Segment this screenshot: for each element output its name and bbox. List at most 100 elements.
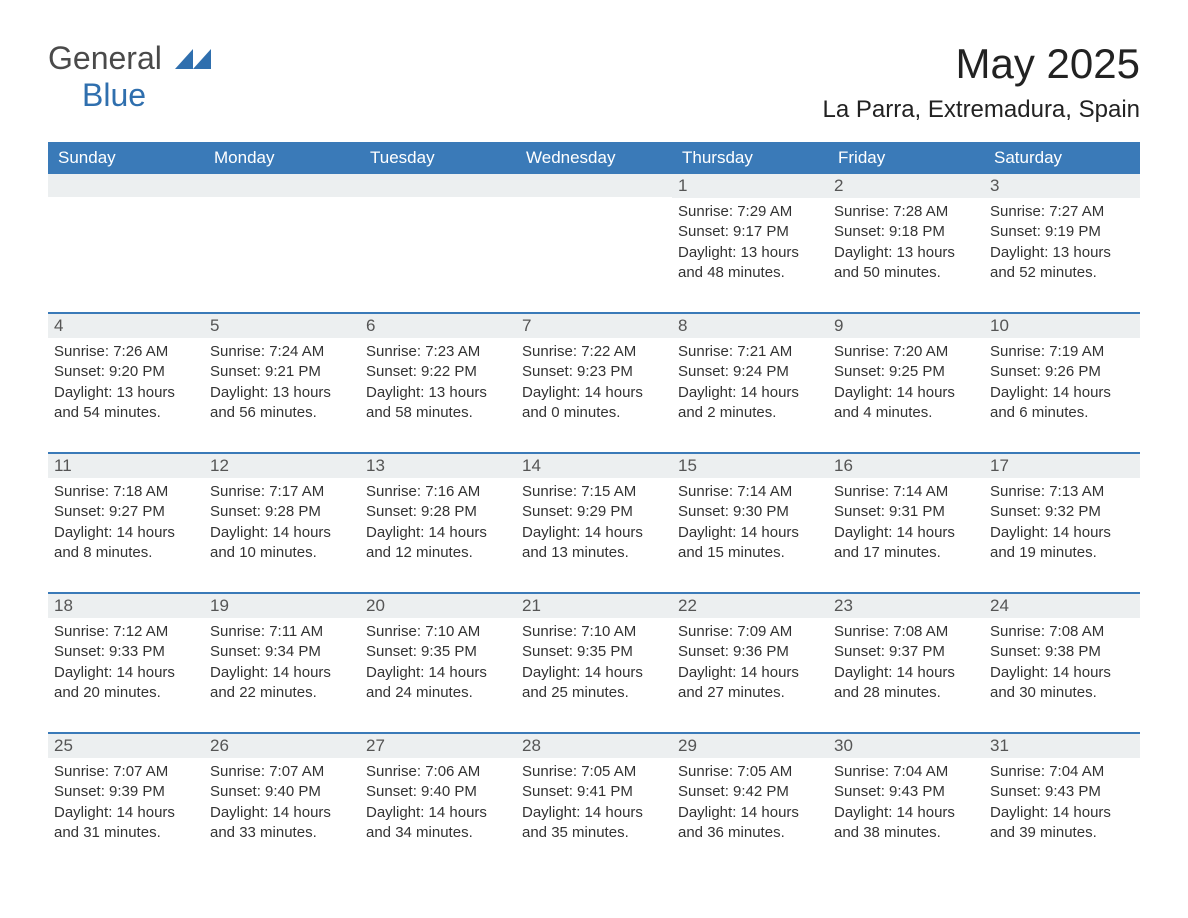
day-number: [48, 174, 204, 197]
daylight-text-2: and 10 minutes.: [210, 543, 354, 563]
daylight-text-2: and 34 minutes.: [366, 823, 510, 843]
sunset-text: Sunset: 9:37 PM: [834, 642, 978, 662]
daylight-text: Daylight: 13 hours: [210, 383, 354, 403]
sunrise-text: Sunrise: 7:18 AM: [54, 482, 198, 502]
daylight-text-2: and 33 minutes.: [210, 823, 354, 843]
daylight-text: Daylight: 14 hours: [522, 803, 666, 823]
calendar-cell: 30Sunrise: 7:04 AMSunset: 9:43 PMDayligh…: [828, 734, 984, 854]
weekday-header: Sunday: [48, 142, 204, 174]
sunrise-text: Sunrise: 7:07 AM: [210, 762, 354, 782]
daylight-text: Daylight: 14 hours: [210, 523, 354, 543]
daylight-text: Daylight: 14 hours: [834, 383, 978, 403]
daylight-text-2: and 12 minutes.: [366, 543, 510, 563]
day-number: 29: [672, 734, 828, 758]
daylight-text: Daylight: 13 hours: [834, 243, 978, 263]
daylight-text-2: and 38 minutes.: [834, 823, 978, 843]
daylight-text: Daylight: 14 hours: [990, 663, 1134, 683]
calendar-cell: 3Sunrise: 7:27 AMSunset: 9:19 PMDaylight…: [984, 174, 1140, 294]
sunrise-text: Sunrise: 7:08 AM: [834, 622, 978, 642]
sunrise-text: Sunrise: 7:14 AM: [834, 482, 978, 502]
daylight-text: Daylight: 14 hours: [366, 523, 510, 543]
sunset-text: Sunset: 9:33 PM: [54, 642, 198, 662]
daylight-text-2: and 13 minutes.: [522, 543, 666, 563]
sunset-text: Sunset: 9:40 PM: [366, 782, 510, 802]
day-number: 21: [516, 594, 672, 618]
daylight-text: Daylight: 14 hours: [54, 663, 198, 683]
calendar-cell: [48, 174, 204, 294]
calendar-cell: [516, 174, 672, 294]
sunrise-text: Sunrise: 7:20 AM: [834, 342, 978, 362]
sunset-text: Sunset: 9:23 PM: [522, 362, 666, 382]
sunrise-text: Sunrise: 7:24 AM: [210, 342, 354, 362]
daylight-text: Daylight: 13 hours: [990, 243, 1134, 263]
day-number: 4: [48, 314, 204, 338]
daylight-text-2: and 58 minutes.: [366, 403, 510, 423]
day-number: 16: [828, 454, 984, 478]
day-number: 23: [828, 594, 984, 618]
sunset-text: Sunset: 9:42 PM: [678, 782, 822, 802]
calendar-cell: 27Sunrise: 7:06 AMSunset: 9:40 PMDayligh…: [360, 734, 516, 854]
calendar-cell: 15Sunrise: 7:14 AMSunset: 9:30 PMDayligh…: [672, 454, 828, 574]
daylight-text: Daylight: 14 hours: [522, 663, 666, 683]
calendar-cell: 10Sunrise: 7:19 AMSunset: 9:26 PMDayligh…: [984, 314, 1140, 434]
calendar-cell: 20Sunrise: 7:10 AMSunset: 9:35 PMDayligh…: [360, 594, 516, 714]
daylight-text-2: and 54 minutes.: [54, 403, 198, 423]
day-number: 5: [204, 314, 360, 338]
daylight-text-2: and 6 minutes.: [990, 403, 1134, 423]
sunrise-text: Sunrise: 7:23 AM: [366, 342, 510, 362]
day-number: 10: [984, 314, 1140, 338]
daylight-text: Daylight: 14 hours: [834, 803, 978, 823]
sunrise-text: Sunrise: 7:15 AM: [522, 482, 666, 502]
daylight-text-2: and 8 minutes.: [54, 543, 198, 563]
daylight-text-2: and 36 minutes.: [678, 823, 822, 843]
day-number: 9: [828, 314, 984, 338]
day-number: 19: [204, 594, 360, 618]
daylight-text-2: and 17 minutes.: [834, 543, 978, 563]
calendar-cell: 24Sunrise: 7:08 AMSunset: 9:38 PMDayligh…: [984, 594, 1140, 714]
calendar-cell: 22Sunrise: 7:09 AMSunset: 9:36 PMDayligh…: [672, 594, 828, 714]
daylight-text: Daylight: 14 hours: [210, 803, 354, 823]
sunrise-text: Sunrise: 7:04 AM: [834, 762, 978, 782]
day-number: [360, 174, 516, 197]
sunrise-text: Sunrise: 7:14 AM: [678, 482, 822, 502]
sunrise-text: Sunrise: 7:26 AM: [54, 342, 198, 362]
calendar-grid: SundayMondayTuesdayWednesdayThursdayFrid…: [48, 142, 1140, 854]
calendar-cell: [204, 174, 360, 294]
daylight-text-2: and 24 minutes.: [366, 683, 510, 703]
calendar-cell: 21Sunrise: 7:10 AMSunset: 9:35 PMDayligh…: [516, 594, 672, 714]
daylight-text: Daylight: 14 hours: [522, 523, 666, 543]
sunset-text: Sunset: 9:43 PM: [834, 782, 978, 802]
calendar-cell: 5Sunrise: 7:24 AMSunset: 9:21 PMDaylight…: [204, 314, 360, 434]
sunrise-text: Sunrise: 7:28 AM: [834, 202, 978, 222]
calendar-cell: 9Sunrise: 7:20 AMSunset: 9:25 PMDaylight…: [828, 314, 984, 434]
sunrise-text: Sunrise: 7:05 AM: [522, 762, 666, 782]
calendar-cell: 28Sunrise: 7:05 AMSunset: 9:41 PMDayligh…: [516, 734, 672, 854]
calendar-cell: 11Sunrise: 7:18 AMSunset: 9:27 PMDayligh…: [48, 454, 204, 574]
sunset-text: Sunset: 9:18 PM: [834, 222, 978, 242]
calendar-cell: 13Sunrise: 7:16 AMSunset: 9:28 PMDayligh…: [360, 454, 516, 574]
sunrise-text: Sunrise: 7:11 AM: [210, 622, 354, 642]
daylight-text: Daylight: 14 hours: [366, 803, 510, 823]
day-number: 3: [984, 174, 1140, 198]
sunrise-text: Sunrise: 7:21 AM: [678, 342, 822, 362]
weekday-header: Friday: [828, 142, 984, 174]
brand-part1: General: [48, 40, 162, 76]
day-number: 15: [672, 454, 828, 478]
calendar-cell: 2Sunrise: 7:28 AMSunset: 9:18 PMDaylight…: [828, 174, 984, 294]
daylight-text: Daylight: 13 hours: [678, 243, 822, 263]
day-number: 31: [984, 734, 1140, 758]
sunset-text: Sunset: 9:43 PM: [990, 782, 1134, 802]
daylight-text-2: and 0 minutes.: [522, 403, 666, 423]
daylight-text-2: and 4 minutes.: [834, 403, 978, 423]
daylight-text: Daylight: 14 hours: [210, 663, 354, 683]
brand-part2: Blue: [82, 77, 211, 114]
sunset-text: Sunset: 9:17 PM: [678, 222, 822, 242]
sunrise-text: Sunrise: 7:10 AM: [366, 622, 510, 642]
daylight-text: Daylight: 14 hours: [678, 663, 822, 683]
calendar-cell: 6Sunrise: 7:23 AMSunset: 9:22 PMDaylight…: [360, 314, 516, 434]
sunset-text: Sunset: 9:29 PM: [522, 502, 666, 522]
day-number: [516, 174, 672, 197]
day-number: [204, 174, 360, 197]
day-number: 11: [48, 454, 204, 478]
daylight-text-2: and 2 minutes.: [678, 403, 822, 423]
